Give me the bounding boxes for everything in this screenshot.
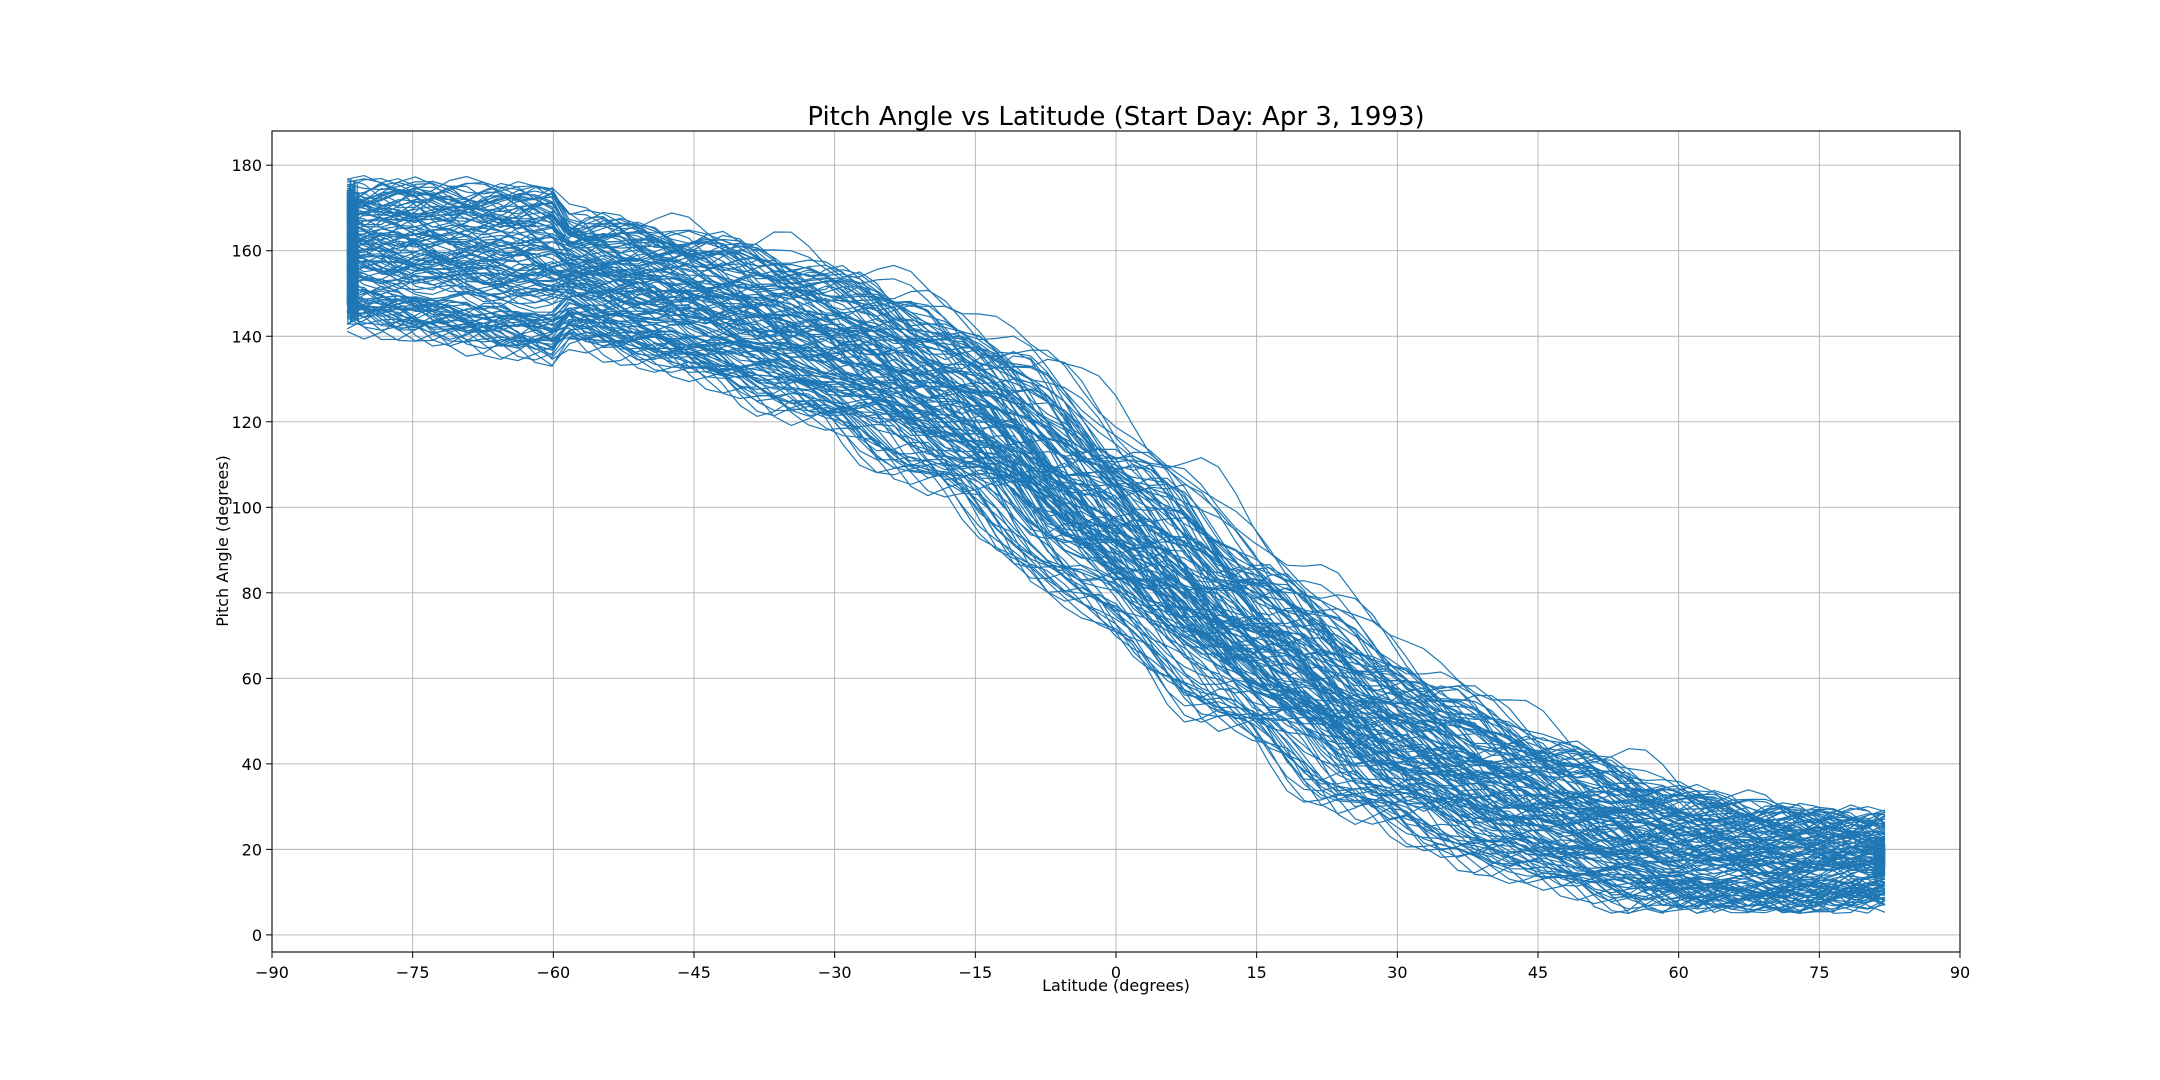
orbit-trace-line xyxy=(346,190,1886,833)
orbit-trace-line xyxy=(346,180,1886,835)
orbit-trace-line xyxy=(346,242,1886,879)
y-tick-label: 60 xyxy=(242,669,262,688)
x-tick-label: 75 xyxy=(1809,963,1829,982)
y-tick-label: 120 xyxy=(231,413,262,432)
orbit-trace-line xyxy=(346,234,1886,859)
orbit-trace-line xyxy=(346,299,1886,907)
orbit-trace-line xyxy=(346,298,1886,914)
y-tick-label: 160 xyxy=(231,242,262,261)
y-tick-label: 180 xyxy=(231,156,262,175)
orbit-trace-line xyxy=(346,252,1886,876)
y-tick-label: 20 xyxy=(242,840,262,859)
orbit-trace-line xyxy=(346,177,1886,824)
orbit-trace-line xyxy=(346,178,1886,834)
y-tick-label: 0 xyxy=(252,926,262,945)
x-tick-label: −15 xyxy=(958,963,992,982)
y-axis-label: Pitch Angle (degrees) xyxy=(213,455,232,627)
x-axis-label: Latitude (degrees) xyxy=(1042,976,1190,995)
orbit-trace-line xyxy=(346,219,1886,857)
orbit-trace-line xyxy=(346,295,1886,896)
x-tick-label: 30 xyxy=(1387,963,1407,982)
orbit-trace-line xyxy=(346,284,1886,907)
orbit-trace-line xyxy=(346,174,1886,824)
orbit-trace-line xyxy=(346,234,1886,865)
orbit-trace-line xyxy=(346,203,1886,841)
orbit-trace-line xyxy=(346,236,1886,871)
data-layer xyxy=(346,174,1886,915)
orbit-trace-line xyxy=(346,307,1886,914)
orbit-trace-line xyxy=(346,291,1886,897)
orbit-trace-line xyxy=(346,318,1886,914)
orbit-trace-line xyxy=(346,300,1886,913)
orbit-trace-line xyxy=(346,192,1886,843)
orbit-trace-line xyxy=(346,190,1886,836)
orbit-trace-line xyxy=(346,306,1886,915)
orbit-trace-line xyxy=(346,205,1886,833)
orbit-trace-line xyxy=(346,188,1886,838)
orbit-trace-line xyxy=(346,298,1886,906)
x-tick-label: 60 xyxy=(1668,963,1688,982)
x-tick-label: −30 xyxy=(818,963,852,982)
x-tick-label: 45 xyxy=(1528,963,1548,982)
orbit-trace-line xyxy=(346,234,1886,863)
chart-title: Pitch Angle vs Latitude (Start Day: Apr … xyxy=(807,102,1424,132)
x-tick-label: 15 xyxy=(1246,963,1266,982)
orbit-trace-line xyxy=(346,292,1886,911)
orbit-trace-line xyxy=(346,224,1886,860)
y-tick-label: 100 xyxy=(231,498,262,517)
orbit-trace-line xyxy=(346,215,1886,842)
y-tick-label: 40 xyxy=(242,755,262,774)
orbit-trace-line xyxy=(346,317,1886,913)
y-tick-label: 80 xyxy=(242,584,262,603)
orbit-trace-line xyxy=(346,247,1886,873)
x-tick-label: −45 xyxy=(677,963,711,982)
orbit-trace-line xyxy=(346,295,1886,898)
y-tick-label: 140 xyxy=(231,327,262,346)
x-tick-label: −75 xyxy=(396,963,430,982)
x-tick-label: −90 xyxy=(255,963,289,982)
orbit-trace-line xyxy=(346,279,1886,894)
orbit-trace-line xyxy=(346,187,1886,845)
orbit-trace-line xyxy=(346,206,1886,847)
tick-layer: −90 −75 −60 −45 −30 −15 0 15 30 45 60 75 90 0 20 40 60 80… xyxy=(231,156,1970,982)
x-tick-label: 90 xyxy=(1950,963,1970,982)
orbit-trace-line xyxy=(346,226,1886,849)
x-tick-label: 0 xyxy=(1111,963,1121,982)
orbit-trace-line xyxy=(346,231,1886,867)
orbit-trace-line xyxy=(346,290,1886,907)
x-tick-label: −60 xyxy=(536,963,570,982)
